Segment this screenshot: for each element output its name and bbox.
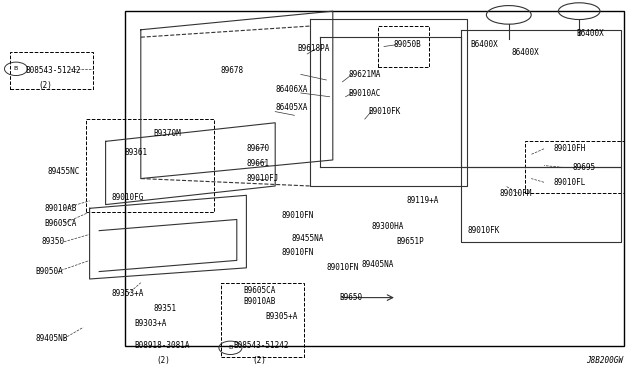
Text: 89010FG: 89010FG xyxy=(112,193,145,202)
Text: B08543-51242: B08543-51242 xyxy=(26,66,81,75)
Bar xyxy=(10,52,93,89)
Text: B6400X: B6400X xyxy=(576,29,604,38)
Text: 89010FN: 89010FN xyxy=(326,263,359,272)
Text: B08918-3081A: B08918-3081A xyxy=(134,341,190,350)
Text: 89010FN: 89010FN xyxy=(282,211,314,220)
Text: B9305+A: B9305+A xyxy=(266,312,298,321)
Text: 89010FK: 89010FK xyxy=(467,226,500,235)
Text: 89010FJ: 89010FJ xyxy=(246,174,279,183)
Text: 89353+A: 89353+A xyxy=(112,289,145,298)
Text: 89405NB: 89405NB xyxy=(35,334,68,343)
Text: 89695: 89695 xyxy=(573,163,596,172)
Text: 89010FM: 89010FM xyxy=(499,189,532,198)
Text: 89455NA: 89455NA xyxy=(291,234,324,243)
Text: B9605CA: B9605CA xyxy=(243,286,276,295)
Text: B9651P: B9651P xyxy=(397,237,424,246)
Text: B9050A: B9050A xyxy=(35,267,63,276)
Text: 89350: 89350 xyxy=(42,237,65,246)
Text: 89361: 89361 xyxy=(125,148,148,157)
Text: 89300HA: 89300HA xyxy=(371,222,404,231)
Text: B9010AB: B9010AB xyxy=(243,297,276,306)
Text: B6400X: B6400X xyxy=(470,40,498,49)
Text: 89010FH: 89010FH xyxy=(554,144,586,153)
Bar xyxy=(86,119,214,212)
Text: B08543-51242: B08543-51242 xyxy=(234,341,289,350)
Text: 86400X: 86400X xyxy=(512,48,540,57)
Text: 89455NC: 89455NC xyxy=(48,167,81,176)
Text: B: B xyxy=(228,345,232,350)
Text: 89050B: 89050B xyxy=(394,40,421,49)
Text: 89405NA: 89405NA xyxy=(362,260,394,269)
Text: B9370M: B9370M xyxy=(154,129,181,138)
Text: B9650: B9650 xyxy=(339,293,362,302)
Text: 86405XA: 86405XA xyxy=(275,103,308,112)
Text: (2): (2) xyxy=(38,81,52,90)
Text: 89351: 89351 xyxy=(154,304,177,313)
Text: 89010FL: 89010FL xyxy=(554,178,586,187)
Bar xyxy=(525,141,624,193)
Text: 89010AB: 89010AB xyxy=(45,204,77,213)
Text: 86406XA: 86406XA xyxy=(275,85,308,94)
Text: J8B200GW: J8B200GW xyxy=(586,356,623,365)
Text: 89670: 89670 xyxy=(246,144,269,153)
Bar xyxy=(378,26,429,67)
Text: 89661: 89661 xyxy=(246,159,269,168)
Text: (2): (2) xyxy=(253,356,267,365)
Text: B9010FK: B9010FK xyxy=(368,107,401,116)
Text: B9605CA: B9605CA xyxy=(45,219,77,228)
Text: 89010FN: 89010FN xyxy=(282,248,314,257)
Text: 89621MA: 89621MA xyxy=(349,70,381,79)
Text: B9618PA: B9618PA xyxy=(298,44,330,53)
Bar xyxy=(125,11,624,346)
Bar xyxy=(221,283,304,357)
Text: 89119+A: 89119+A xyxy=(406,196,439,205)
Text: B9303+A: B9303+A xyxy=(134,319,167,328)
Text: B: B xyxy=(14,66,18,71)
Text: B9010AC: B9010AC xyxy=(349,89,381,97)
Text: 89678: 89678 xyxy=(221,66,244,75)
Text: (2): (2) xyxy=(157,356,171,365)
